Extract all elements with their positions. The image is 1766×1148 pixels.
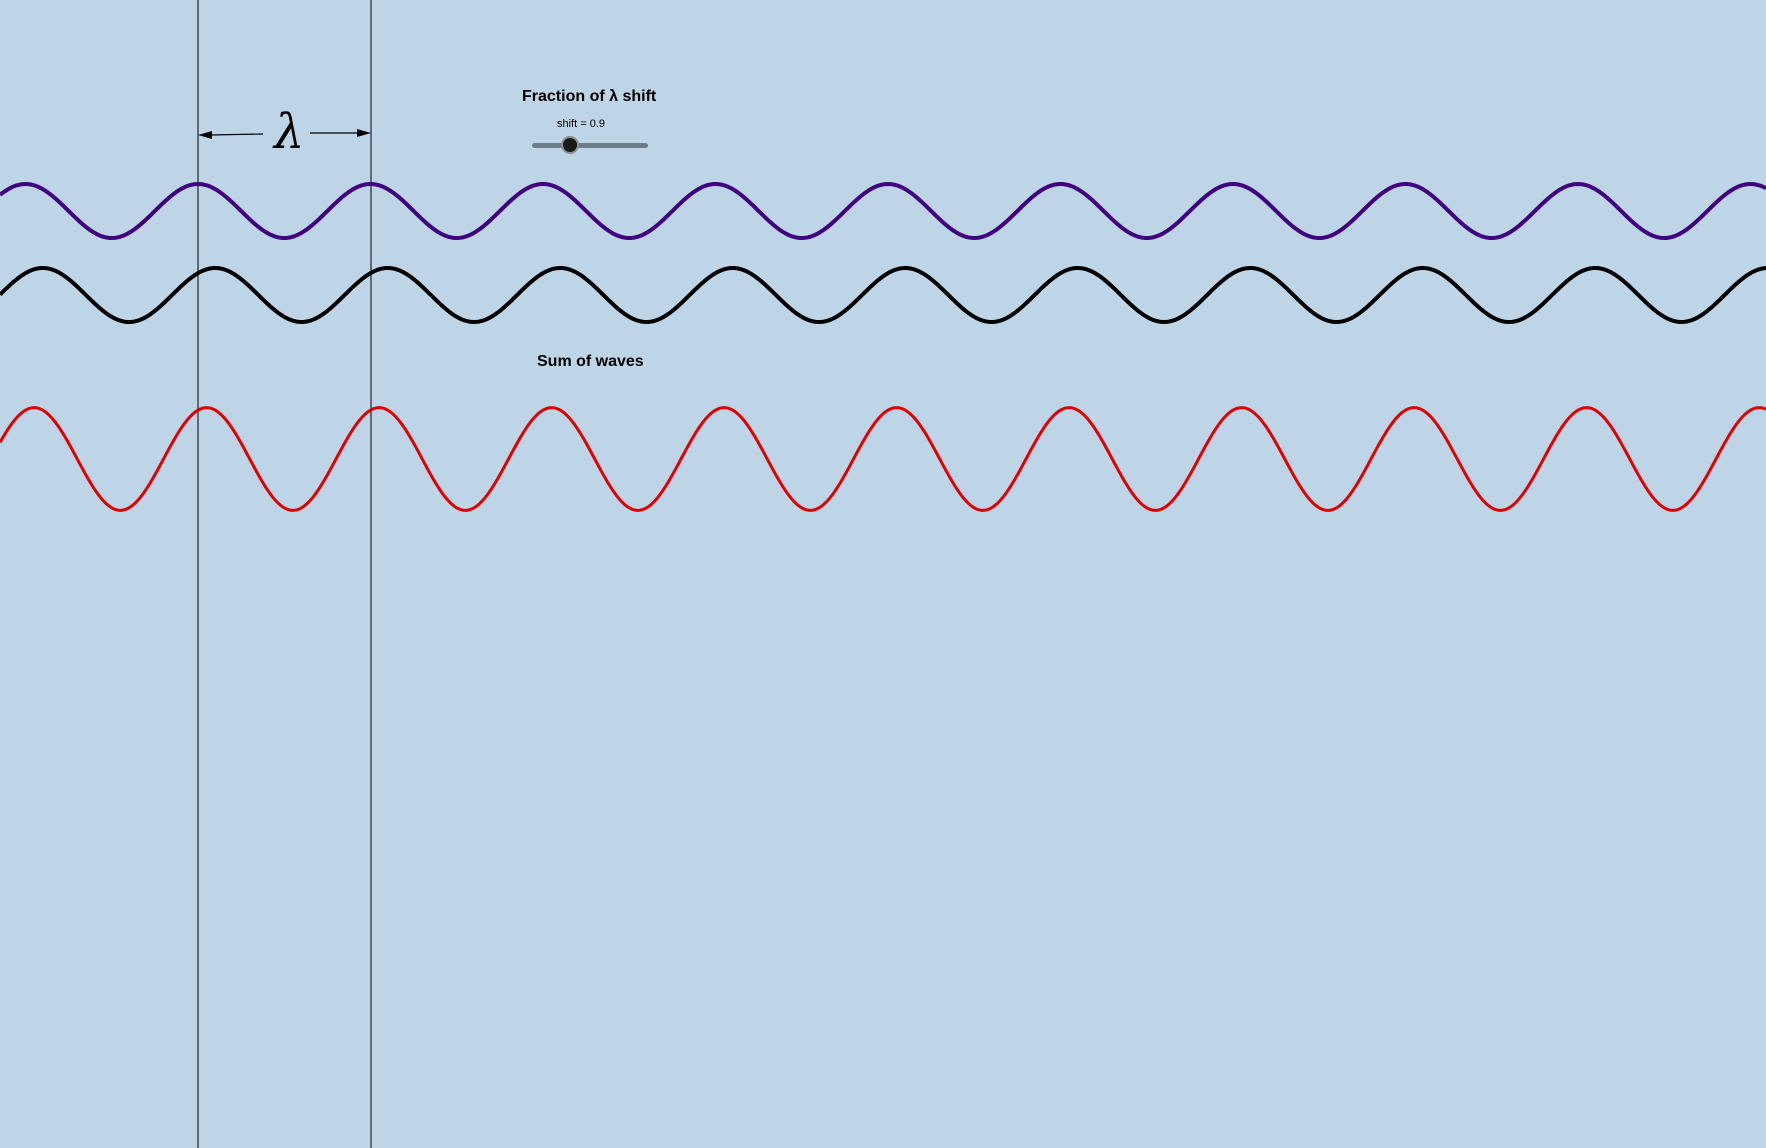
shift-slider[interactable] [532,134,648,158]
slider-track[interactable] [532,143,648,148]
sum-of-waves-label: Sum of waves [537,353,644,370]
wavelength-symbol: λ [274,104,305,160]
slider-knob[interactable] [560,136,579,154]
wavelength-arrow-left [198,131,264,139]
wave-reference[interactable] [0,266,1766,324]
wave-shifted[interactable] [0,182,1766,240]
wavelength-arrow-right [310,129,371,137]
wave-sum[interactable] [0,406,1766,512]
slider-title: Fraction of λ shift [522,88,657,105]
slider-value-readout: shift = 0.9 [557,118,606,130]
